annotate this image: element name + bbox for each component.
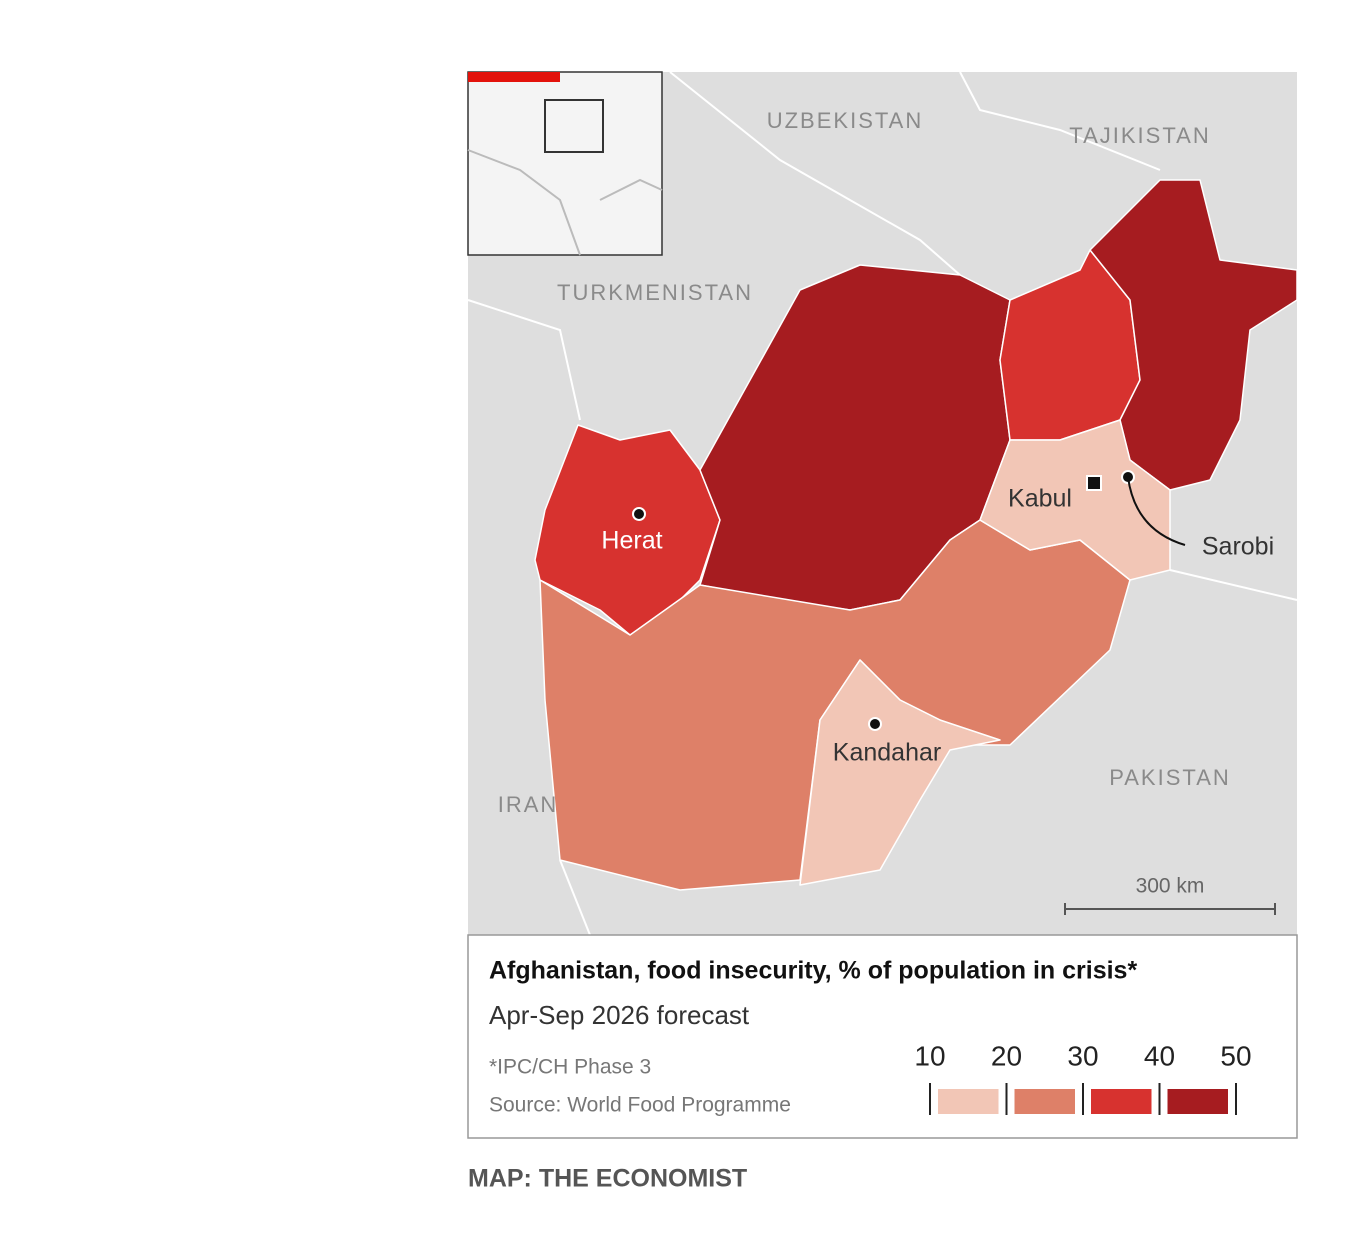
country-label: TURKMENISTAN	[557, 280, 753, 305]
credit: MAP: THE ECONOMIST	[468, 1165, 747, 1193]
regions	[534, 179, 1298, 891]
country-label: PAKISTAN	[1109, 765, 1231, 790]
legend-subtitle: Apr-Sep 2026 forecast	[489, 1000, 750, 1030]
region	[1089, 179, 1298, 491]
city-label: Herat	[601, 527, 662, 555]
country-label: TAJIKISTAN	[1069, 123, 1210, 148]
legend-swatch	[938, 1089, 999, 1114]
legend-tick-label: 20	[991, 1040, 1022, 1071]
legend-tick-label: 30	[1067, 1040, 1098, 1071]
inset-frame	[544, 99, 604, 153]
region	[979, 419, 1171, 581]
legend-swatch	[1167, 1089, 1228, 1114]
region	[539, 519, 1131, 891]
red-tag	[468, 72, 560, 82]
scale-bar	[1064, 903, 1276, 915]
legend-tick-label: 40	[1144, 1040, 1175, 1071]
legend-tick-label: 50	[1220, 1040, 1251, 1071]
footnote: *IPC/CH Phase 3	[489, 1056, 651, 1079]
region	[799, 659, 1001, 886]
legend-swatch	[1014, 1089, 1075, 1114]
city-label: Sarobi	[1202, 533, 1274, 561]
country-label: IRAN	[498, 792, 559, 817]
country-label: UZBEKISTAN	[767, 108, 924, 133]
source: Source: World Food Programme	[489, 1094, 791, 1117]
city-label: Kabul	[1008, 485, 1072, 513]
city-dot	[868, 717, 882, 731]
scale-label: 300 km	[1136, 875, 1205, 898]
legend-tick-label: 10	[914, 1040, 945, 1071]
capital-marker	[1086, 475, 1102, 491]
legend-swatch	[1091, 1089, 1152, 1114]
city-dot	[632, 507, 646, 521]
city-label: Kandahar	[833, 739, 941, 767]
leader-line	[1127, 476, 1186, 546]
legend-title: Afghanistan, food insecurity, % of popul…	[489, 957, 1137, 985]
inset-coast	[467, 149, 663, 256]
